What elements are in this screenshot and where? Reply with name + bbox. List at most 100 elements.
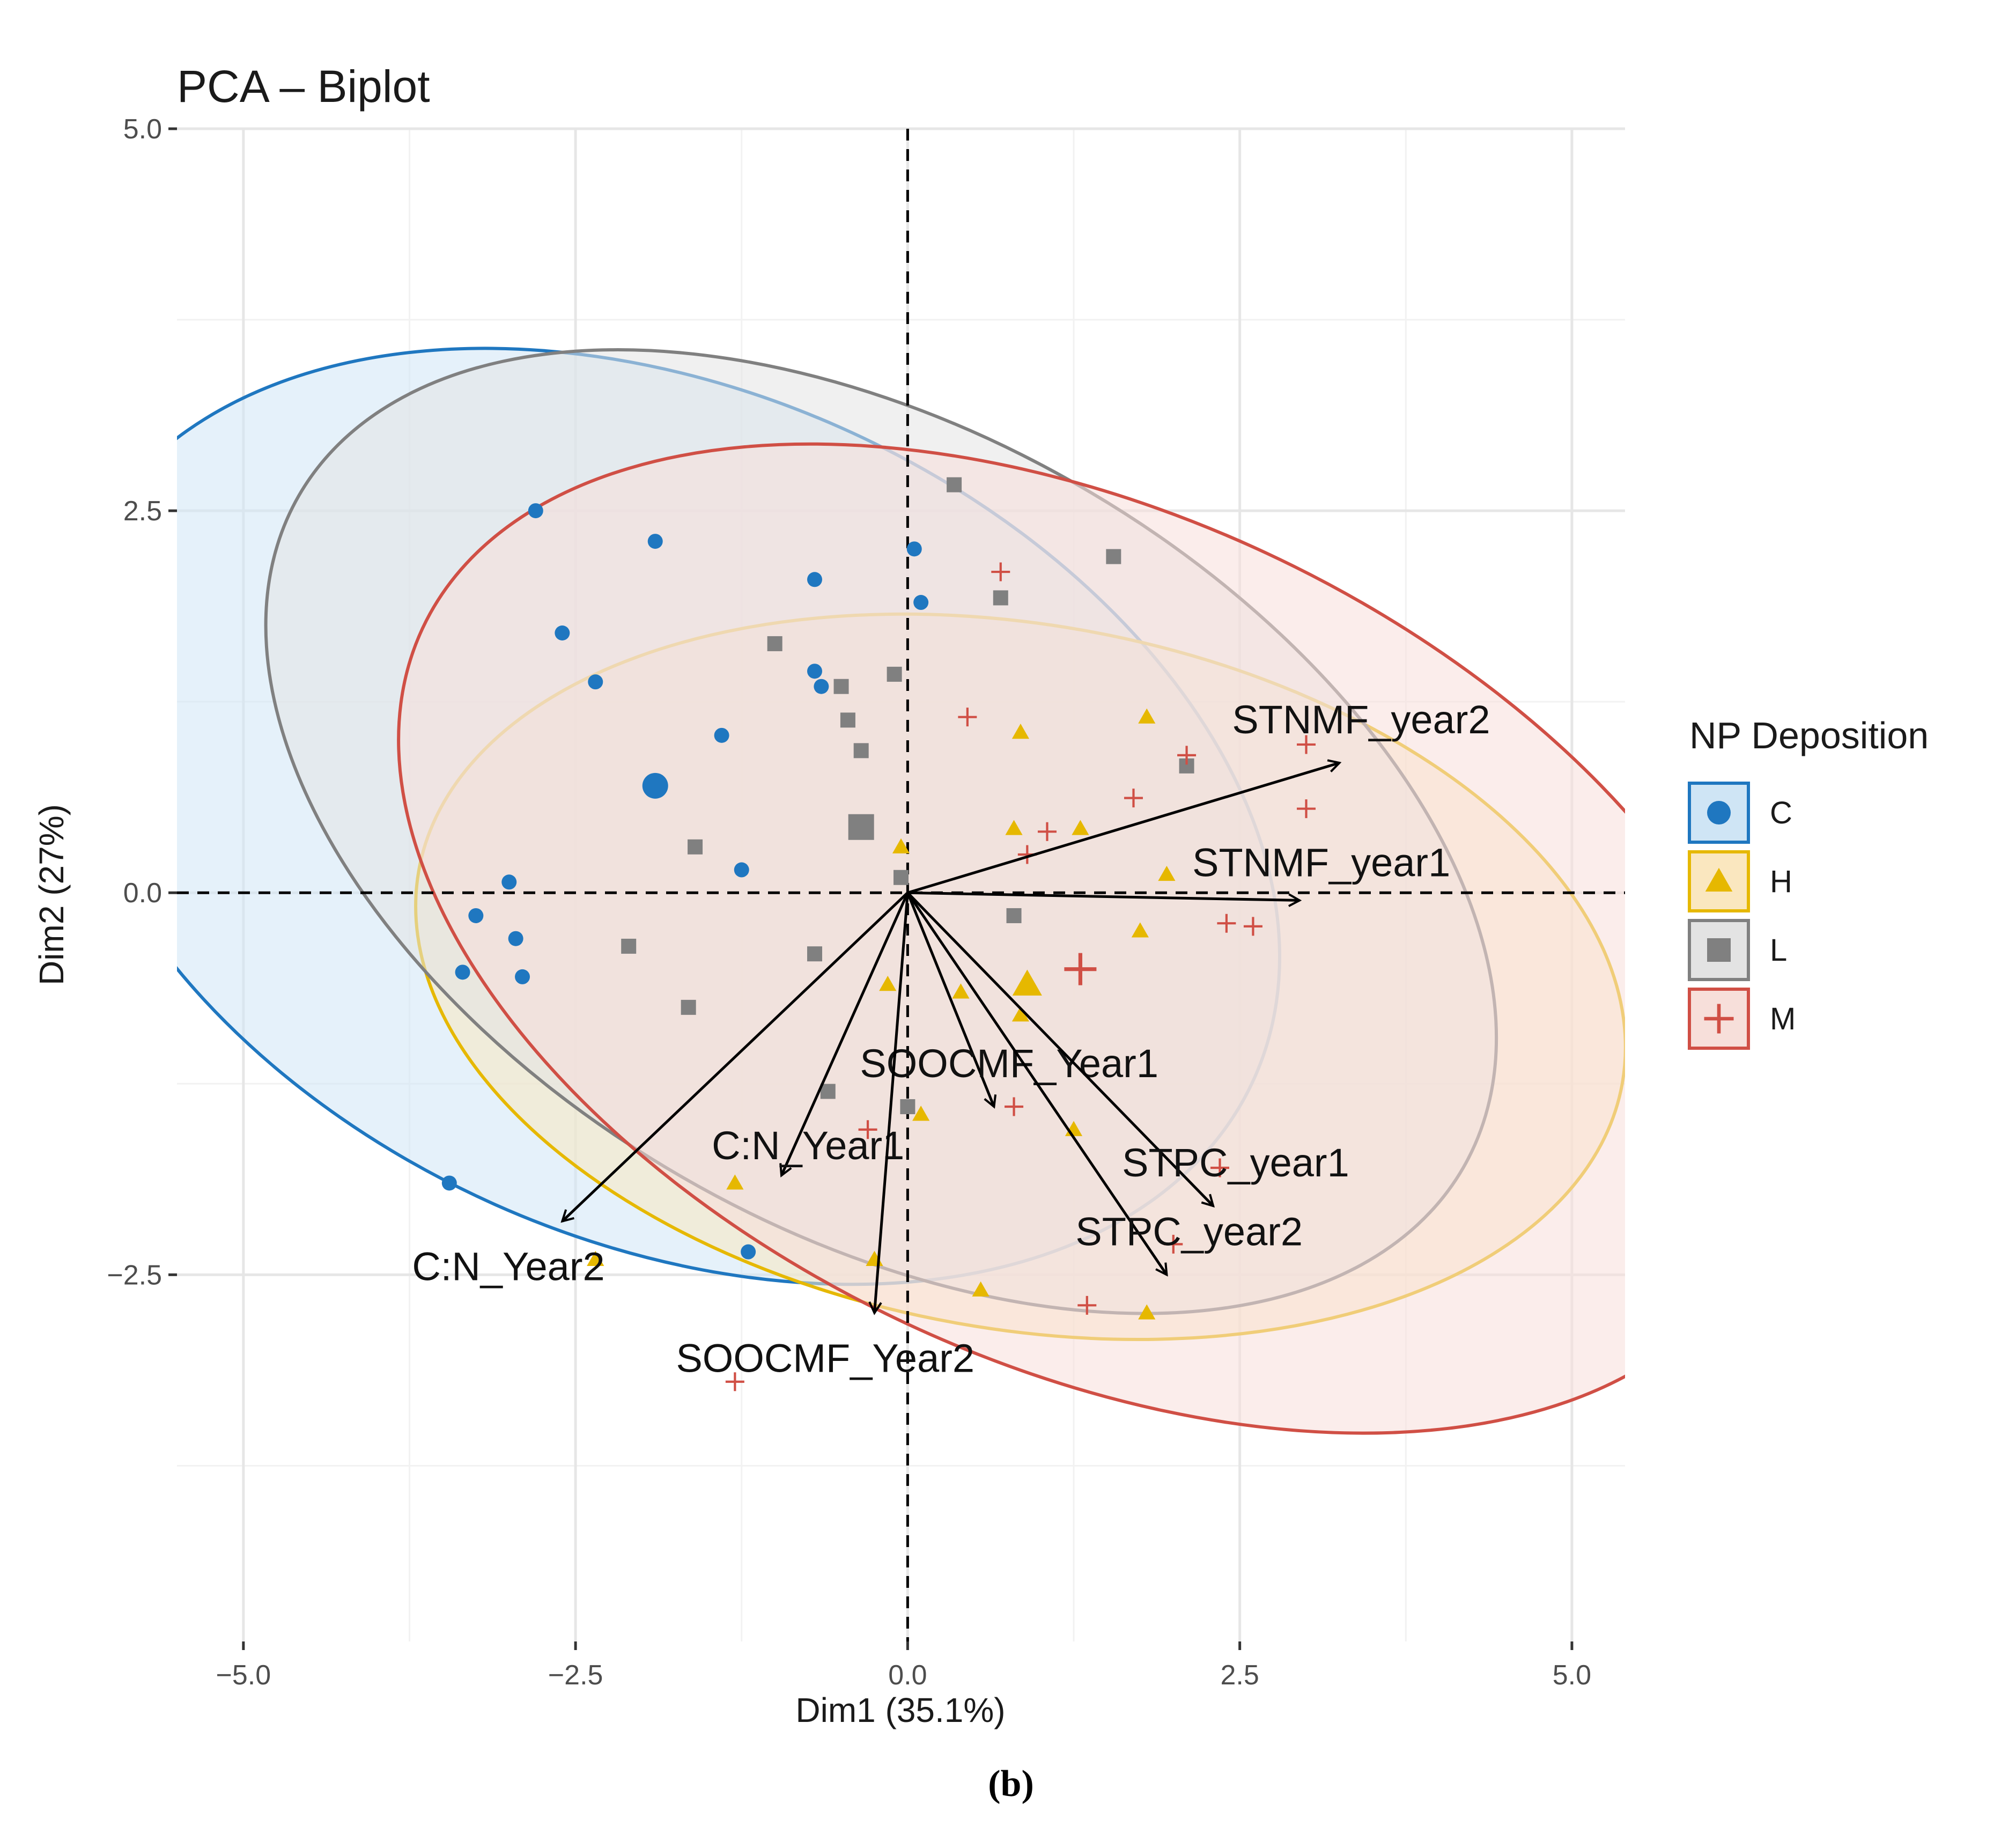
point-H	[1011, 1006, 1030, 1022]
figure-caption: (b)	[988, 1763, 1034, 1805]
y-tick-label: 0.0	[123, 878, 162, 909]
arrow-STPC-year2	[906, 892, 1166, 1275]
arrow-STNMF-year2	[907, 763, 1339, 894]
point-M	[725, 1372, 744, 1391]
y-tick-label: 5.0	[123, 114, 162, 145]
point-L	[993, 590, 1008, 606]
variable-label-STPC-year2: STPC_year2	[1075, 1209, 1303, 1254]
point-C	[734, 862, 749, 878]
point-H	[1005, 820, 1023, 835]
point-M	[858, 1120, 877, 1139]
legend-key-L	[1688, 919, 1750, 981]
point-L	[840, 712, 855, 728]
point-H	[1138, 1304, 1156, 1320]
point-H	[879, 976, 897, 991]
point-C	[588, 674, 603, 690]
point-C	[913, 595, 929, 610]
legend-symbol-M	[1704, 1004, 1734, 1034]
ellipse-M	[397, 442, 1625, 1435]
point-C	[906, 541, 922, 557]
point-L	[621, 938, 637, 954]
point-C	[528, 503, 543, 519]
point-C	[468, 908, 484, 923]
point-H	[972, 1281, 990, 1297]
point-M	[1210, 1158, 1229, 1177]
point-H	[1131, 922, 1149, 938]
point-M	[1217, 914, 1236, 933]
data-points	[441, 477, 1316, 1391]
legend-label-M: M	[1770, 1002, 1796, 1036]
point-M	[1005, 1097, 1024, 1116]
point-H	[1138, 708, 1156, 724]
point-H	[1072, 820, 1089, 835]
point-H	[892, 838, 910, 853]
legend-title: NP Deposition	[1689, 715, 1929, 756]
plot-title: PCA – Biplot	[177, 61, 430, 112]
point-C	[814, 679, 829, 694]
point-C	[455, 965, 470, 980]
point-M	[1177, 746, 1197, 765]
point-L	[853, 743, 869, 759]
legend-symbol-L	[1707, 938, 1731, 962]
point-C	[441, 1175, 457, 1191]
point-M	[1297, 799, 1316, 819]
point-C	[647, 534, 663, 549]
x-tick-label: 2.5	[1221, 1660, 1259, 1691]
variable-label-C-N-Year1: C:N_Year1	[712, 1123, 904, 1168]
reference-lines	[177, 129, 1625, 1641]
point-M	[1243, 917, 1262, 936]
point-M	[1297, 735, 1316, 754]
point-L	[807, 946, 822, 962]
point-L	[1006, 908, 1022, 923]
x-tick-label: −2.5	[548, 1660, 603, 1691]
centroid-L	[848, 814, 874, 840]
point-H	[1158, 865, 1176, 881]
point-L	[887, 666, 902, 682]
arrow-SOOCMF-Year1	[906, 892, 994, 1107]
point-L	[947, 477, 962, 492]
x-axis-title: Dim1 (35.1%)	[795, 1691, 1005, 1729]
point-H	[726, 1174, 744, 1190]
point-M	[1124, 789, 1143, 808]
point-L	[833, 679, 849, 694]
point-L	[688, 839, 703, 855]
variable-label-C-N-Year2: C:N_Year2	[412, 1245, 604, 1289]
confidence-ellipses	[177, 347, 1625, 1435]
point-L	[900, 1099, 915, 1115]
point-H	[912, 1106, 930, 1121]
point-H	[952, 983, 970, 999]
variable-label-STNMF-year2: STNMF_year2	[1232, 697, 1490, 742]
legend-label-H: H	[1770, 864, 1792, 899]
y-tick-label: 2.5	[123, 496, 162, 527]
y-tick-label: −2.5	[107, 1260, 162, 1291]
point-C	[555, 625, 570, 640]
y-axis-title: Dim2 (27%)	[32, 804, 71, 985]
centroid-H	[1012, 969, 1042, 996]
x-tick-label: 0.0	[888, 1660, 927, 1691]
x-tick-label: −5.0	[216, 1660, 271, 1691]
point-H	[1011, 724, 1030, 739]
variable-label-STNMF-year1: STNMF_year1	[1192, 840, 1450, 885]
point-H	[587, 1250, 604, 1266]
point-L	[681, 999, 696, 1015]
point-M	[958, 708, 977, 727]
variable-label-SOOCMF-Year2: SOOCMF_Year2	[676, 1336, 974, 1381]
centroid-C	[642, 772, 668, 799]
point-C	[508, 931, 523, 946]
arrow-C-N-Year2	[562, 892, 909, 1221]
point-L	[1106, 549, 1121, 564]
arrow-C-N-Year1	[781, 892, 909, 1175]
centroid-M	[1064, 953, 1097, 985]
variable-label-SOOCMF-Year1: SOOCMF_Year1	[860, 1041, 1158, 1086]
point-C	[807, 664, 822, 679]
arrow-STNMF-year1	[907, 891, 1299, 900]
arrow-STPC-year1	[906, 892, 1213, 1206]
legend-symbol-H	[1705, 867, 1733, 892]
variable-label-STPC-year1: STPC_year1	[1122, 1140, 1349, 1185]
point-M	[1037, 822, 1057, 841]
point-C	[714, 727, 729, 743]
point-L	[820, 1084, 836, 1099]
point-C	[741, 1244, 756, 1260]
